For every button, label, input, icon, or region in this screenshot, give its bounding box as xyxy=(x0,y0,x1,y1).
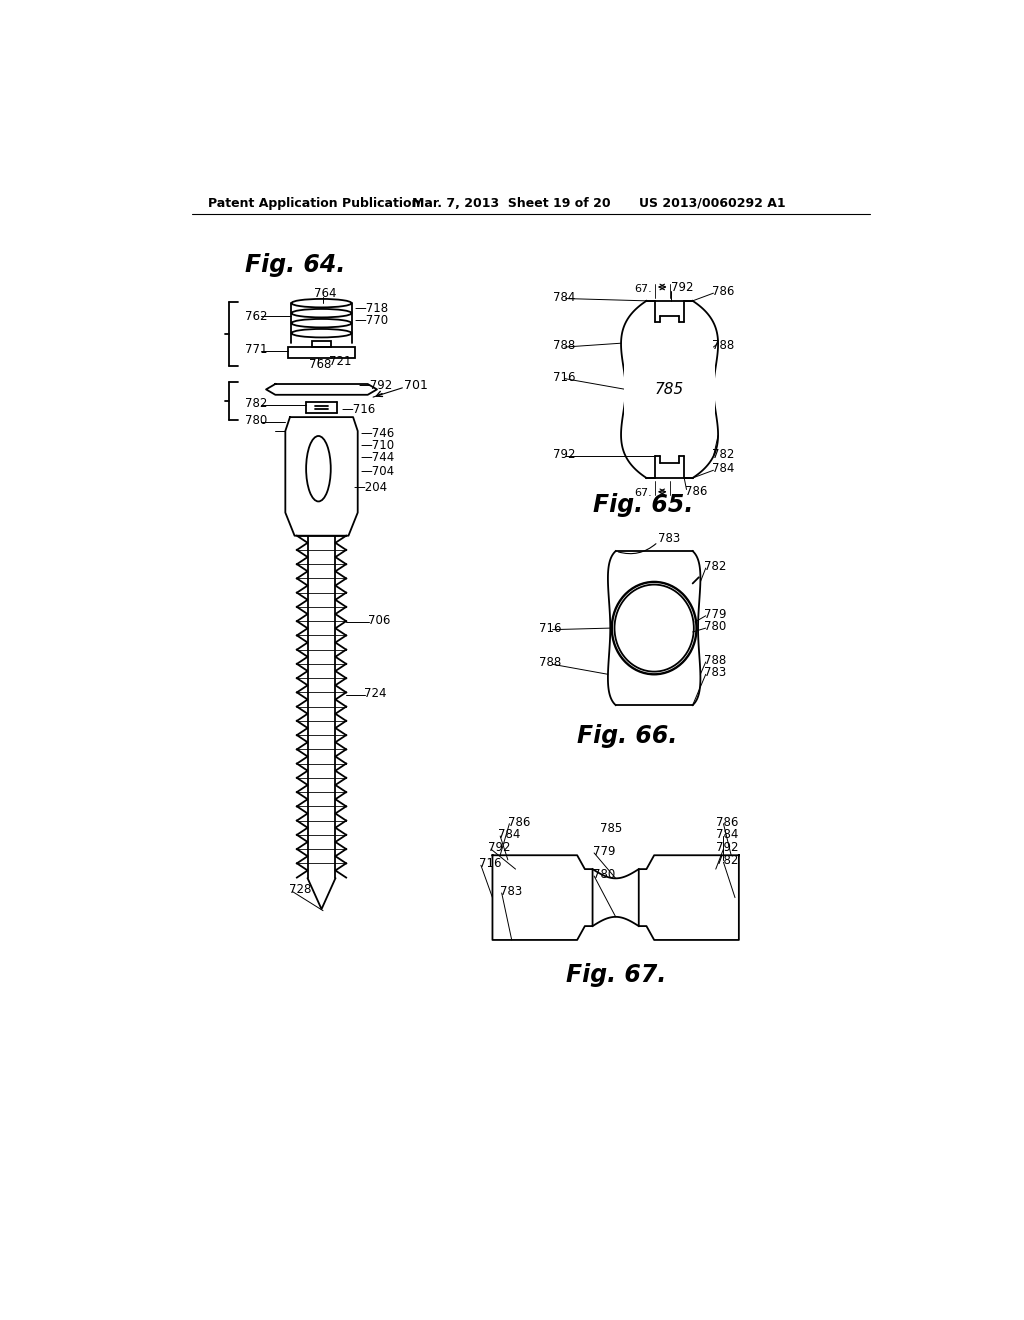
Text: 786: 786 xyxy=(685,484,708,498)
Text: 784: 784 xyxy=(498,828,520,841)
Text: 792: 792 xyxy=(487,841,510,854)
Text: 788: 788 xyxy=(705,653,726,667)
Text: 785: 785 xyxy=(655,381,684,397)
Text: 724: 724 xyxy=(364,686,386,700)
Text: —770: —770 xyxy=(354,314,389,326)
Text: Fig. 64.: Fig. 64. xyxy=(245,252,345,277)
Text: —204: —204 xyxy=(354,482,388,495)
Text: 67.: 67. xyxy=(634,488,652,499)
Text: 783: 783 xyxy=(705,667,726,680)
Text: 788: 788 xyxy=(539,656,561,669)
Text: 782: 782 xyxy=(716,854,738,867)
Text: 728: 728 xyxy=(289,883,311,896)
Text: —710: —710 xyxy=(360,440,394,453)
Text: 783: 783 xyxy=(658,532,680,545)
Text: 786: 786 xyxy=(716,816,738,829)
Text: 788: 788 xyxy=(553,339,574,352)
Text: 784: 784 xyxy=(712,462,734,475)
Text: 67.: 67. xyxy=(634,284,652,293)
Text: Fig. 66.: Fig. 66. xyxy=(578,723,678,748)
Polygon shape xyxy=(307,878,336,909)
Text: 779: 779 xyxy=(593,845,615,858)
Text: 792: 792 xyxy=(716,841,738,854)
Text: US 2013/0060292 A1: US 2013/0060292 A1 xyxy=(639,197,785,210)
Text: 784: 784 xyxy=(716,828,738,841)
Text: 785: 785 xyxy=(600,822,623,834)
Text: 782: 782 xyxy=(245,397,267,409)
Text: 771: 771 xyxy=(245,343,267,356)
Text: Patent Application Publication: Patent Application Publication xyxy=(208,197,420,210)
Text: 701: 701 xyxy=(403,379,428,392)
Text: Mar. 7, 2013  Sheet 19 of 20: Mar. 7, 2013 Sheet 19 of 20 xyxy=(412,197,610,210)
Text: 792: 792 xyxy=(671,281,693,294)
Text: —792: —792 xyxy=(358,379,393,392)
Text: —744: —744 xyxy=(360,451,394,465)
Text: 780: 780 xyxy=(705,620,726,634)
Text: 783: 783 xyxy=(500,884,522,898)
Text: 788: 788 xyxy=(712,339,734,352)
Text: 782: 782 xyxy=(705,560,727,573)
Text: 768: 768 xyxy=(309,358,332,371)
Text: 786: 786 xyxy=(508,816,530,829)
Text: 779: 779 xyxy=(705,607,727,620)
Text: —716: —716 xyxy=(342,403,376,416)
Text: 721: 721 xyxy=(330,355,351,368)
Text: 706: 706 xyxy=(368,614,390,627)
Text: 716: 716 xyxy=(478,857,501,870)
Text: 786: 786 xyxy=(712,285,734,298)
Text: 780: 780 xyxy=(245,413,267,426)
Text: —718: —718 xyxy=(354,302,389,315)
Text: 780: 780 xyxy=(593,869,614,880)
Text: 784: 784 xyxy=(553,290,574,304)
Text: 716: 716 xyxy=(539,622,561,635)
Text: —704: —704 xyxy=(360,465,394,478)
Text: 716: 716 xyxy=(553,371,575,384)
Text: Fig. 65.: Fig. 65. xyxy=(593,492,693,517)
Text: 764: 764 xyxy=(313,286,336,300)
Text: 782: 782 xyxy=(712,449,734,462)
Text: 792: 792 xyxy=(553,449,575,462)
Text: —746: —746 xyxy=(360,426,394,440)
Text: Fig. 67.: Fig. 67. xyxy=(565,962,666,986)
Text: 762: 762 xyxy=(245,310,267,323)
